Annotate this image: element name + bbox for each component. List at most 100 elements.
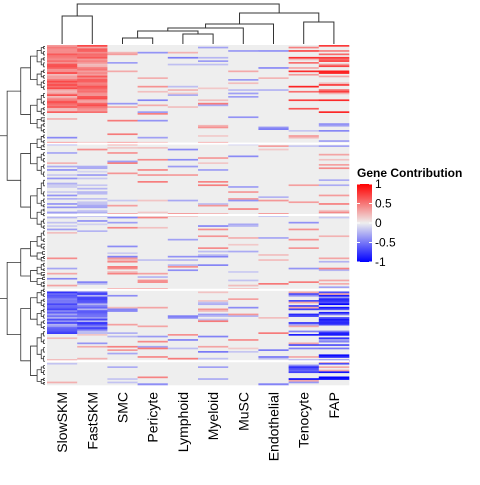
heatmap-cell bbox=[318, 138, 350, 141]
heatmap-cell bbox=[107, 113, 138, 115]
dendrogram-branch bbox=[43, 238, 45, 242]
heatmap-cell bbox=[77, 133, 108, 136]
heatmap-cell bbox=[77, 89, 108, 92]
heatmap-cell bbox=[137, 68, 169, 71]
dendrogram-branch bbox=[43, 331, 45, 337]
heatmap-cell bbox=[77, 186, 108, 189]
heatmap-cell bbox=[77, 162, 108, 165]
heatmap-cell bbox=[288, 368, 320, 370]
heatmap-cell bbox=[228, 157, 259, 160]
heatmap-cell bbox=[258, 243, 289, 246]
heatmap-cell bbox=[47, 77, 78, 80]
heatmap-cell bbox=[198, 140, 229, 143]
heatmap-cell bbox=[77, 371, 108, 374]
heatmap-cell bbox=[107, 254, 138, 257]
column-label: Lymphoid bbox=[175, 392, 191, 452]
heatmap-cell bbox=[318, 267, 350, 270]
heatmap-cell bbox=[318, 330, 350, 333]
dendrogram-branch bbox=[43, 107, 45, 111]
heatmap-cell bbox=[198, 357, 229, 360]
heatmap-cell bbox=[228, 221, 259, 224]
heatmap-cell bbox=[167, 267, 199, 270]
heatmap-cell bbox=[318, 150, 350, 153]
heatmap-cell bbox=[47, 298, 78, 301]
heatmap-cell bbox=[318, 155, 350, 158]
heatmap-cell bbox=[77, 114, 108, 117]
heatmap-cell bbox=[137, 192, 169, 195]
heatmap-cell bbox=[228, 218, 259, 221]
heatmap-cell bbox=[228, 352, 259, 355]
heatmap-cell bbox=[137, 82, 169, 85]
heatmap-cell bbox=[198, 339, 229, 342]
heatmap-cell bbox=[258, 184, 289, 187]
heatmap-cell bbox=[198, 254, 229, 257]
heatmap-cell bbox=[77, 209, 108, 212]
heatmap-cell bbox=[228, 124, 259, 127]
heatmap-cell bbox=[198, 301, 229, 304]
heatmap-cell bbox=[228, 131, 259, 134]
heatmap-cell bbox=[288, 130, 320, 132]
heatmap-cell bbox=[137, 181, 169, 183]
heatmap-cell bbox=[107, 337, 138, 340]
heatmap-cell bbox=[258, 269, 289, 272]
heatmap-cell bbox=[318, 378, 350, 381]
heatmap-cell bbox=[198, 62, 229, 64]
heatmap-cell bbox=[198, 198, 229, 200]
heatmap-cell bbox=[47, 60, 78, 63]
heatmap-cell bbox=[137, 356, 169, 359]
heatmap-cell bbox=[47, 226, 78, 229]
heatmap-cell bbox=[228, 46, 259, 49]
heatmap-cell bbox=[107, 201, 138, 204]
heatmap-cell bbox=[77, 267, 108, 270]
dendrogram-branch bbox=[43, 274, 45, 277]
heatmap-cell bbox=[77, 315, 108, 318]
heatmap-cell bbox=[288, 131, 320, 134]
heatmap-cell bbox=[77, 347, 108, 350]
heatmap-cell bbox=[107, 116, 138, 119]
heatmap-cell bbox=[318, 352, 350, 355]
heatmap-cell bbox=[228, 315, 259, 318]
heatmap-cell bbox=[198, 269, 229, 272]
heatmap-cell bbox=[107, 133, 138, 136]
heatmap-cell bbox=[107, 250, 138, 253]
heatmap-cell bbox=[198, 313, 229, 316]
heatmap-cell bbox=[318, 262, 350, 265]
heatmap-cell bbox=[167, 72, 199, 75]
heatmap-cell bbox=[47, 325, 78, 328]
heatmap-cell bbox=[167, 121, 199, 124]
heatmap-cell bbox=[318, 334, 350, 336]
heatmap-cell bbox=[77, 101, 108, 104]
heatmap-cell bbox=[137, 243, 169, 246]
heatmap-cell bbox=[228, 249, 259, 251]
heatmap-cell bbox=[318, 175, 350, 178]
heatmap-cell bbox=[198, 203, 229, 206]
heatmap-cell bbox=[137, 162, 169, 165]
heatmap-cell bbox=[167, 97, 199, 100]
heatmap-cell bbox=[228, 55, 259, 58]
heatmap-cell bbox=[318, 198, 350, 200]
heatmap-cell bbox=[107, 325, 138, 328]
heatmap-cell bbox=[77, 172, 108, 175]
heatmap-cell bbox=[198, 133, 229, 136]
heatmap-cell bbox=[288, 294, 320, 297]
heatmap-cell bbox=[107, 114, 138, 117]
heatmap-cell bbox=[77, 317, 108, 319]
heatmap-cell bbox=[77, 184, 108, 187]
heatmap-cell bbox=[107, 335, 138, 338]
heatmap-cell bbox=[47, 181, 78, 183]
heatmap-cell bbox=[47, 257, 78, 260]
heatmap-cell bbox=[77, 79, 108, 81]
heatmap-cell bbox=[167, 63, 199, 66]
heatmap-cell bbox=[47, 109, 78, 112]
heatmap-cell bbox=[137, 186, 169, 189]
heatmap-cell bbox=[137, 104, 169, 107]
heatmap-cell bbox=[258, 126, 289, 129]
heatmap-cell bbox=[318, 128, 350, 131]
heatmap-cell bbox=[288, 48, 320, 51]
heatmap-cell bbox=[198, 157, 229, 160]
heatmap-cell bbox=[318, 220, 350, 223]
heatmap-cell bbox=[77, 109, 108, 112]
heatmap-cell bbox=[77, 325, 108, 328]
dendrogram-branch bbox=[43, 191, 45, 197]
heatmap-cell bbox=[198, 186, 229, 189]
